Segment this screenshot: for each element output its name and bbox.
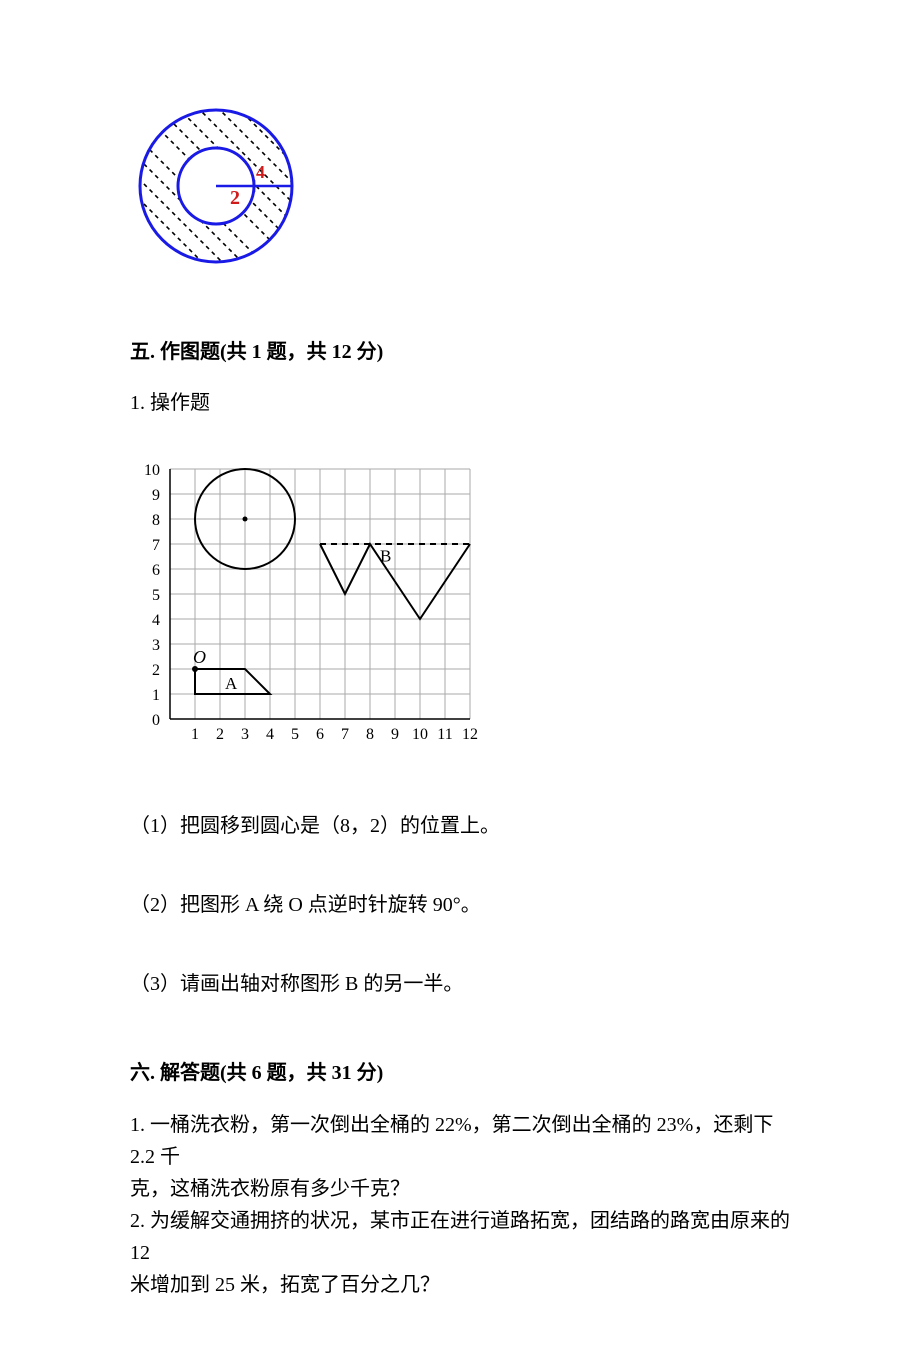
svg-text:11: 11 — [437, 726, 452, 743]
section-5-sub3: （3）请画出轴对称图形 B 的另一半。 — [130, 967, 790, 996]
section-6-q2a: 2. 为缓解交通拥挤的状况，某市正在进行道路拓宽，团结路的路宽由原来的 12 — [130, 1205, 790, 1269]
svg-text:8: 8 — [152, 512, 160, 529]
svg-text:1: 1 — [191, 726, 199, 743]
svg-text:4: 4 — [266, 726, 274, 743]
svg-text:2: 2 — [216, 726, 224, 743]
svg-text:4: 4 — [152, 612, 160, 629]
svg-text:8: 8 — [366, 726, 374, 743]
grid-svg: 012345678910123456789101112OAB — [130, 439, 510, 754]
svg-text:A: A — [225, 674, 238, 693]
section-6-q1b: 克，这桶洗衣粉原有多少千克？ — [130, 1173, 790, 1205]
svg-text:1: 1 — [152, 687, 160, 704]
svg-text:B: B — [380, 547, 391, 566]
annulus-figure: 2 4 — [130, 100, 790, 285]
svg-text:2: 2 — [152, 662, 160, 679]
svg-text:0: 0 — [152, 712, 160, 729]
section-5-sub1: （1）把圆移到圆心是（8，2）的位置上。 — [130, 809, 790, 838]
svg-text:5: 5 — [291, 726, 299, 743]
svg-text:O: O — [193, 647, 206, 667]
svg-text:5: 5 — [152, 587, 160, 604]
svg-text:3: 3 — [241, 726, 249, 743]
section-6-q2b: 米增加到 25 米，拓宽了百分之几？ — [130, 1269, 790, 1301]
section-6-heading: 六. 解答题(共 6 题，共 31 分) — [130, 1056, 790, 1085]
svg-text:3: 3 — [152, 637, 160, 654]
svg-text:6: 6 — [316, 726, 324, 743]
grid-figure: 012345678910123456789101112OAB — [130, 439, 790, 759]
svg-text:7: 7 — [341, 726, 349, 743]
svg-text:12: 12 — [462, 726, 478, 743]
hatch-group — [130, 100, 310, 280]
annulus-svg: 2 4 — [130, 100, 310, 280]
outer-radius-label: 4 — [256, 162, 265, 182]
inner-radius-label: 2 — [230, 187, 240, 209]
svg-text:10: 10 — [412, 726, 428, 743]
section-5-sub2: （2）把图形 A 绕 O 点逆时针旋转 90°。 — [130, 888, 790, 917]
section-5-q1: 1. 操作题 — [130, 388, 790, 419]
svg-text:10: 10 — [144, 462, 160, 479]
grid-circle-center — [243, 517, 248, 522]
section-6-q1a: 1. 一桶洗衣粉，第一次倒出全桶的 22%，第二次倒出全桶的 23%，还剩下 2… — [130, 1109, 790, 1173]
svg-text:6: 6 — [152, 562, 160, 579]
section-5-heading: 五. 作图题(共 1 题，共 12 分) — [130, 335, 790, 364]
svg-text:9: 9 — [391, 726, 399, 743]
svg-text:9: 9 — [152, 487, 160, 504]
svg-text:7: 7 — [152, 537, 160, 554]
